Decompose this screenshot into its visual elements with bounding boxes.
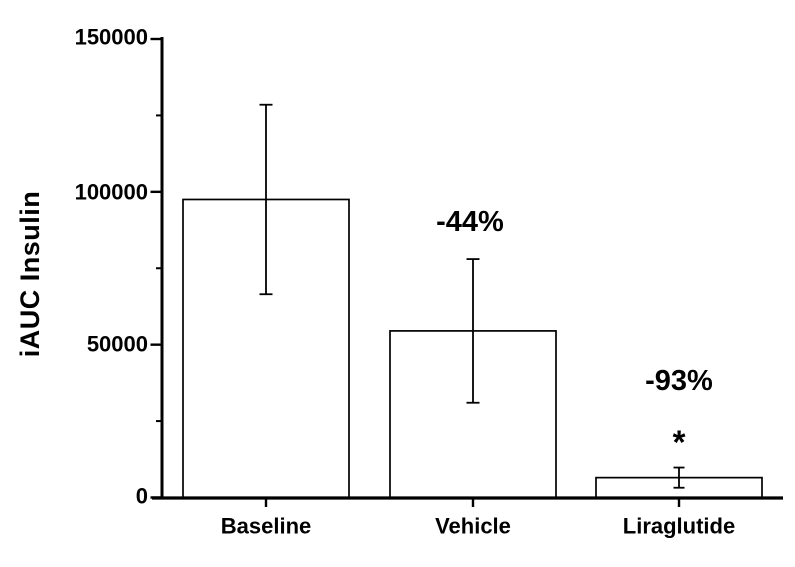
error-bars-group [259, 103, 685, 489]
y-tick-label-100000: 100000 [75, 180, 148, 205]
x-category-label-vehicle: Vehicle [435, 514, 511, 539]
y-tick-label-0: 0 [136, 484, 148, 509]
y-tick-label-150000: 150000 [75, 25, 148, 50]
significance-asterisk: * [673, 424, 686, 461]
annotation-liraglutide-percent: -93% [645, 365, 713, 397]
y-tick-label-50000: 50000 [87, 332, 148, 357]
annotation-vehicle-percent: -44% [436, 206, 504, 238]
ticks-group [150, 37, 681, 507]
x-category-label-liraglutide: Liraglutide [623, 514, 735, 539]
y-axis-title: iAUC Insulin [15, 191, 45, 358]
x-category-label-baseline: Baseline [221, 514, 312, 539]
